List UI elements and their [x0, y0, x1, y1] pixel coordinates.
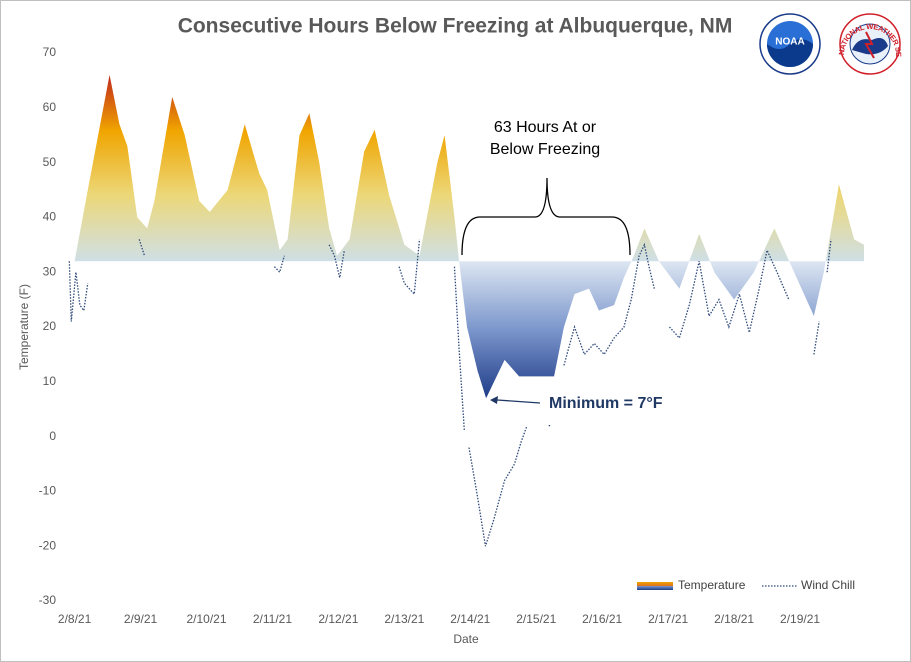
x-tick-label: 2/19/21 — [780, 612, 820, 626]
x-tick-label: 2/18/21 — [714, 612, 754, 626]
y-tick-label: 10 — [43, 374, 57, 388]
x-tick-label: 2/12/21 — [318, 612, 358, 626]
y-tick-label: 40 — [43, 210, 57, 224]
x-tick-label: 2/13/21 — [384, 612, 424, 626]
chart-title: Consecutive Hours Below Freezing at Albu… — [178, 15, 733, 38]
noaa-text: NOAA — [775, 37, 804, 48]
legend-label: Temperature — [678, 578, 746, 592]
x-tick-label: 2/9/21 — [124, 612, 158, 626]
noaa-logo: NOAA — [759, 13, 821, 75]
wind-chill-line — [68, 239, 832, 547]
y-tick-label: -30 — [39, 593, 57, 607]
y-tick-label: 20 — [43, 319, 57, 333]
y-tick-label: -20 — [39, 538, 57, 552]
annotation: Below Freezing — [490, 141, 600, 158]
x-tick-label: 2/8/21 — [58, 612, 92, 626]
y-tick-label: 0 — [49, 429, 56, 443]
x-tick-label: 2/16/21 — [582, 612, 622, 626]
freeze-bracket — [461, 177, 631, 256]
x-tick-label: 2/14/21 — [450, 612, 490, 626]
x-tick-label: 2/11/21 — [253, 612, 292, 626]
y-tick-label: 70 — [43, 45, 57, 59]
annotation: Minimum = 7°F — [549, 395, 663, 412]
annotation: 63 Hours At or — [494, 119, 597, 136]
annotation-arrow — [496, 399, 541, 404]
legend-label: Wind Chill — [801, 578, 855, 592]
legend-swatch — [637, 582, 673, 590]
temperature-area-above — [68, 74, 865, 262]
x-tick-label: 2/17/21 — [648, 612, 688, 626]
y-tick-label: 30 — [43, 264, 57, 278]
y-tick-label: -10 — [39, 484, 57, 498]
temperature-area-below — [68, 261, 865, 399]
x-tick-label: 2/15/21 — [516, 612, 556, 626]
y-tick-label: 50 — [43, 155, 57, 169]
y-axis-label: Temperature (F) — [17, 284, 31, 370]
annotation-arrowhead — [490, 396, 498, 404]
x-axis-label: Date — [453, 632, 479, 646]
x-tick-label: 2/10/21 — [186, 612, 226, 626]
y-tick-label: 60 — [43, 100, 57, 114]
